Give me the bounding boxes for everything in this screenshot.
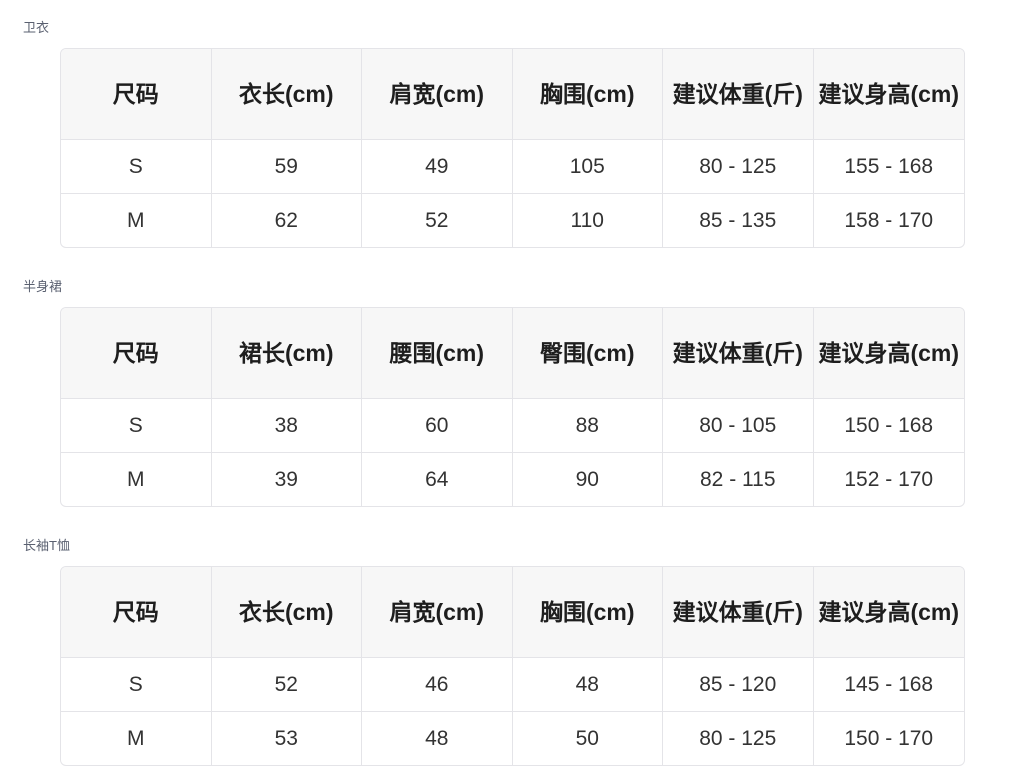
table-cell: 46 (362, 658, 513, 712)
table-cell: 52 (211, 658, 362, 712)
column-header: 尺码 (61, 567, 212, 658)
table-header-row: 尺码 裙长(cm) 腰围(cm) 臀围(cm) 建议体重(斤) 建议身高(cm) (61, 308, 964, 399)
section-title: 长袖T恤 (23, 538, 70, 553)
table-cell: S (61, 140, 212, 194)
table-row: S 38 60 88 80 - 105 150 - 168 (61, 399, 964, 453)
column-header: 衣长(cm) (211, 567, 362, 658)
table-cell: 152 - 170 (844, 467, 934, 491)
section-title: 卫衣 (23, 20, 50, 35)
table-cell: 49 (362, 140, 513, 194)
table-cell: 39 (212, 453, 362, 506)
column-header: 建议体重(斤) (663, 567, 814, 658)
table-cell: 85 - 135 (663, 194, 814, 247)
column-header: 建议身高(cm) (813, 49, 964, 140)
table-cell: 52 (362, 194, 513, 247)
table-row: M 39 64 90 82 - 115 152 - 170 (61, 453, 964, 506)
table-cell: 110 (513, 194, 663, 247)
table-row: M 53 48 50 80 - 125 150 - 170 (61, 712, 964, 765)
table-row: S 59 49 105 80 - 125 155 - 168 (61, 140, 964, 194)
table-cell: 80 - 125 (663, 712, 814, 765)
table-cell: 38 (211, 399, 362, 453)
table-cell: 158 - 170 (844, 208, 934, 232)
table-cell: 48 (362, 712, 513, 765)
table-row: M 62 52 110 85 - 135 158 - 170 (61, 194, 964, 247)
column-header: 衣长(cm) (211, 49, 362, 140)
size-table: 尺码 衣长(cm) 肩宽(cm) 胸围(cm) 建议体重(斤) 建议身高(cm) S 52 46… (60, 566, 965, 766)
table-cell: 85 - 120 (663, 658, 814, 712)
column-header: 裙长(cm) (211, 308, 362, 399)
size-table: 尺码 衣长(cm) 肩宽(cm) 胸围(cm) 建议体重(斤) 建议身高(cm) S 59 49… (60, 48, 965, 248)
column-header: 建议身高(cm) (813, 308, 964, 399)
column-header: 胸围(cm) (512, 567, 663, 658)
column-header: 尺码 (61, 49, 212, 140)
table-cell: 50 (513, 712, 663, 765)
table-cell: 150 - 168 (813, 399, 964, 453)
column-header: 臀围(cm) (512, 308, 663, 399)
column-header: 建议体重(斤) (663, 49, 814, 140)
table-cell: 82 - 115 (663, 453, 814, 506)
table-cell: M (61, 712, 212, 765)
column-header: 肩宽(cm) (362, 567, 513, 658)
table-cell: 53 (212, 712, 362, 765)
table-cell: 59 (211, 140, 362, 194)
column-header: 建议体重(斤) (663, 308, 814, 399)
table-cell: 150 - 170 (844, 726, 934, 750)
table-cell: S (61, 399, 212, 453)
table-cell: M (61, 194, 212, 247)
table-cell: 105 (512, 140, 663, 194)
table-cell: 60 (362, 399, 513, 453)
table-cell: 145 - 168 (813, 658, 964, 712)
table-row: S 52 46 48 85 - 120 145 - 168 (61, 658, 964, 712)
column-header: 腰围(cm) (362, 308, 513, 399)
table-header-row: 尺码 衣长(cm) 肩宽(cm) 胸围(cm) 建议体重(斤) 建议身高(cm) (61, 49, 964, 140)
table-cell: 64 (362, 453, 513, 506)
table-cell: 90 (513, 453, 663, 506)
table-cell: 80 - 125 (663, 140, 814, 194)
table-header-row: 尺码 衣长(cm) 肩宽(cm) 胸围(cm) 建议体重(斤) 建议身高(cm) (61, 567, 964, 658)
table-cell: M (61, 453, 212, 506)
size-table: 尺码 裙长(cm) 腰围(cm) 臀围(cm) 建议体重(斤) 建议身高(cm) S 38 60… (60, 307, 965, 507)
column-header: 胸围(cm) (512, 49, 663, 140)
column-header: 建议身高(cm) (813, 567, 964, 658)
section-title: 半身裙 (23, 279, 63, 294)
column-header: 尺码 (61, 308, 212, 399)
table-cell: 80 - 105 (663, 399, 814, 453)
table-cell: 88 (512, 399, 663, 453)
column-header: 肩宽(cm) (362, 49, 513, 140)
table-cell: 155 - 168 (813, 140, 964, 194)
table-cell: 62 (212, 194, 362, 247)
table-cell: 48 (512, 658, 663, 712)
table-cell: S (61, 658, 212, 712)
